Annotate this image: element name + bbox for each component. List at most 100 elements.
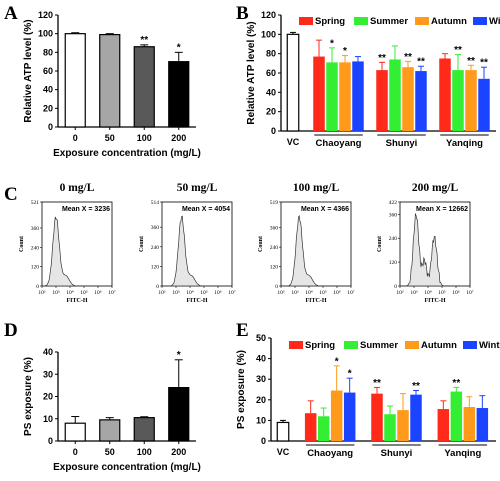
significance-marker: * [330,38,334,49]
mean-annotation: Mean X = 3236 [62,206,110,213]
x-tick-label: 200 [171,447,186,457]
y-tick-label: 10 [256,415,266,425]
x-tick-label: 10² [158,290,166,296]
y-tick-label: 50 [256,333,266,343]
flow-plot-frame [161,201,233,287]
y-tick-label: 240 [270,245,279,251]
legend-label-winter: Winter [479,340,500,351]
significance-marker: * [348,369,352,380]
x-tick-label: 200 [171,133,186,143]
flow-panel-title: 50 mg/L [177,182,218,194]
legend-swatch-winter [473,17,487,25]
legend-swatch-summer [354,17,368,25]
y-tick-label: 0 [394,284,397,290]
x-tick-label: 0 [73,133,78,143]
group-label: Shunyi [381,448,413,459]
y-tick-label: 20 [256,395,266,405]
x-tick-label: 10⁶ [333,290,341,296]
legend-swatch-summer [344,341,358,349]
y-tick-label: 80 [266,49,276,59]
y-tick-label: 360 [270,226,279,232]
bar-winter [343,392,356,441]
x-tick-label: 50 [105,133,115,143]
y-tick-label: 0 [48,122,53,132]
flow-panel-title: 0 mg/L [60,182,95,194]
y-axis-label: Relative ATP level (%) [246,21,257,124]
y-tick-label: 120 [270,265,279,271]
bar-autumn [463,407,476,441]
y-tick-label: 100 [261,29,276,39]
y-tick-label: 40 [43,85,53,95]
x-tick-label: 10⁴ [186,290,194,296]
bar-spring [371,393,383,441]
x-tick-label: 10² [396,290,404,296]
x-tick-label: 10⁶ [94,290,102,296]
bar [64,422,86,442]
legend-label-autumn: Autumn [431,16,467,27]
y-axis-label: Relative ATP level (%) [23,19,34,122]
flow-panel-0: 0 mg/L 10² 10³ 10⁴ 10⁵ 10⁶ 10⁷ 0 120 240 360 521 FIT… [19,182,116,304]
bar-autumn [339,62,351,131]
x-tick-label: 10⁵ [80,290,88,296]
x-axis-label: Exposure concentration (mg/L) [53,462,201,473]
bar-winter [478,78,490,131]
bar-spring [304,413,317,441]
legend-swatch-autumn [405,341,419,349]
bar [133,417,155,442]
bar-autumn [402,67,414,131]
group-label: Shunyi [386,138,418,149]
y-tick-label: 40 [266,87,276,97]
significance-marker: ** [467,56,475,67]
significance-marker: * [177,42,181,53]
flow-panel-1: 50 mg/L 10² 10³ 10⁴ 10⁵ 10⁶ 10⁷ 0 120 240 360 514 FI… [139,182,236,304]
group-label: Yanqing [444,448,481,459]
y-tick-label: 60 [266,68,276,78]
significance-marker: ** [404,52,412,63]
y-tick-label: 0 [275,284,278,290]
x-tick-label: 10⁷ [466,290,474,296]
bar-autumn [465,70,477,131]
y-tick-label: 40 [256,354,266,364]
panel-label-d: D [4,320,18,341]
x-axis-label: FITC-H [187,298,208,304]
y-axis-label: PS exposure (%) [23,357,34,436]
significance-marker: ** [140,35,148,46]
panel-label-e: E [236,320,249,341]
x-tick-label: 10² [38,290,46,296]
bar-spring [313,56,325,131]
bar-winter [476,408,489,441]
bar [133,46,155,128]
legend-swatch-spring [289,341,303,349]
group-label: Chaoyang [316,138,362,149]
y-tick-label: 519 [270,200,279,206]
y-tick-label: 422 [389,200,398,206]
x-tick-label: 100 [137,133,152,143]
x-tick-label: 10⁶ [214,290,222,296]
x-tick-label: 10³ [172,290,180,296]
bar-autumn [397,410,409,441]
legend-label-spring: Spring [305,340,335,351]
bar-winter [415,71,427,131]
y-axis-label: Count [19,236,25,252]
bar [168,387,190,442]
significance-marker: ** [417,57,425,68]
y-tick-label: 0 [48,436,53,446]
bar [99,33,121,128]
y-tick-label: 100 [38,29,53,39]
bar-winter [352,61,364,131]
legend-label-winter: Winter [489,16,500,27]
bar-spring [439,58,451,131]
y-tick-label: 120 [389,260,398,266]
x-tick-label: 10⁷ [228,290,236,296]
histogram-area [42,216,93,287]
y-tick-label: 521 [31,200,40,206]
flow-panel-title: 100 mg/L [293,182,340,194]
bar-summer [452,70,464,131]
chart-b-atp-seasonal: 0 20 40 60 80 100 120 Relative ATP level (%) VC *… [246,10,500,149]
x-tick-label: 0 [73,447,78,457]
x-axis-label: FITC-H [425,298,446,304]
y-axis-label: Count [258,236,264,252]
significance-marker: ** [452,378,460,389]
y-tick-label: 0 [261,436,266,446]
bar-summer [317,416,330,441]
